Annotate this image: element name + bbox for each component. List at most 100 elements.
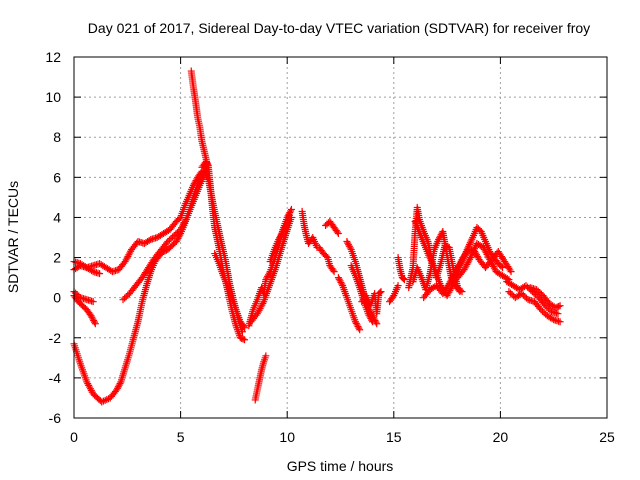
- data-point: [96, 270, 104, 278]
- data-point: [497, 262, 505, 270]
- data-point: [556, 302, 564, 310]
- data-point: [281, 224, 289, 232]
- series-track-23: [394, 254, 408, 284]
- data-point: [262, 352, 270, 360]
- data-point: [241, 324, 249, 332]
- data-point: [353, 321, 361, 329]
- x-tick-label: 10: [279, 429, 295, 445]
- data-point: [330, 268, 338, 276]
- data-point: [344, 239, 352, 247]
- y-tick-label: -6: [49, 410, 62, 426]
- data-point: [113, 384, 121, 392]
- data-point: [548, 315, 556, 323]
- data-point: [534, 287, 542, 295]
- data-point: [508, 291, 516, 299]
- data-point: [201, 169, 209, 177]
- series-track-15: [298, 207, 321, 252]
- data-point: [259, 299, 267, 307]
- data-point: [346, 244, 354, 252]
- series-track-7: [187, 67, 212, 177]
- data-point: [241, 336, 249, 344]
- y-tick-label: 8: [53, 129, 61, 145]
- data-point: [518, 290, 526, 298]
- x-tick-label: 20: [493, 429, 509, 445]
- data-point: [174, 234, 182, 242]
- data-point: [456, 288, 464, 296]
- data-point: [376, 289, 384, 297]
- data-point: [277, 231, 285, 239]
- data-point: [367, 315, 375, 323]
- data-point: [165, 236, 173, 244]
- data-point: [352, 319, 360, 327]
- data-point: [364, 310, 372, 318]
- series-track-31: [526, 284, 564, 312]
- data-point: [278, 229, 286, 237]
- data-point: [394, 282, 402, 290]
- series-track-20: [347, 262, 376, 326]
- data-point: [521, 293, 529, 301]
- data-point: [506, 266, 514, 274]
- x-axis-label: GPS time / hours: [287, 458, 394, 474]
- data-point: [377, 288, 385, 296]
- data-point: [543, 303, 551, 311]
- x-tick-label: 15: [386, 429, 402, 445]
- data-point: [540, 309, 548, 317]
- data-point: [365, 311, 373, 319]
- data-point: [473, 252, 481, 260]
- axis-ticks: 0 5 10 15 20 25 -6 -4 -2 0 2 4 6 8 10 12: [45, 49, 615, 445]
- data-point: [191, 178, 199, 186]
- data-point: [203, 174, 211, 182]
- y-tick-label: -4: [49, 370, 62, 386]
- data-point: [507, 289, 515, 297]
- data-point: [544, 305, 552, 313]
- data-point: [334, 229, 342, 237]
- data-point: [280, 226, 288, 234]
- x-tick-label: 0: [70, 429, 78, 445]
- data-point: [536, 289, 544, 297]
- data-point: [533, 286, 541, 294]
- data-point: [73, 291, 81, 299]
- data-point: [90, 317, 98, 325]
- data-point: [343, 238, 351, 246]
- data-point: [89, 315, 97, 323]
- data-point: [282, 221, 290, 229]
- data-point: [122, 293, 130, 301]
- data-point: [281, 223, 289, 231]
- data-point: [145, 237, 153, 245]
- x-tick-label: 5: [177, 429, 185, 445]
- data-point: [499, 264, 507, 272]
- data-point: [334, 274, 342, 282]
- y-tick-label: 4: [53, 209, 61, 225]
- series-track-13: [247, 213, 295, 326]
- data-point: [466, 255, 474, 263]
- data-point: [329, 266, 337, 274]
- data-point: [173, 228, 181, 236]
- data-point: [335, 275, 343, 283]
- data-point: [399, 275, 407, 283]
- data-point: [72, 289, 80, 297]
- data-points: [70, 67, 564, 406]
- data-point: [275, 236, 283, 244]
- data-point: [239, 335, 247, 343]
- data-point: [279, 227, 287, 235]
- data-point: [354, 323, 362, 331]
- series-track-17: [322, 217, 342, 237]
- data-point: [505, 288, 513, 296]
- y-tick-label: 6: [53, 169, 61, 185]
- y-tick-label: 12: [45, 49, 61, 65]
- data-point: [182, 215, 190, 223]
- data-point: [114, 383, 122, 391]
- data-point: [373, 320, 381, 328]
- data-point: [366, 313, 374, 321]
- data-point: [285, 211, 293, 219]
- y-axis-label: SDTVAR / TECUs: [5, 181, 21, 293]
- data-point: [190, 180, 198, 188]
- data-point: [537, 306, 545, 314]
- series-track-21: [358, 288, 385, 318]
- data-point: [556, 318, 564, 326]
- data-point: [204, 160, 212, 168]
- data-point: [202, 171, 210, 179]
- data-point: [164, 238, 172, 246]
- data-point: [455, 286, 463, 294]
